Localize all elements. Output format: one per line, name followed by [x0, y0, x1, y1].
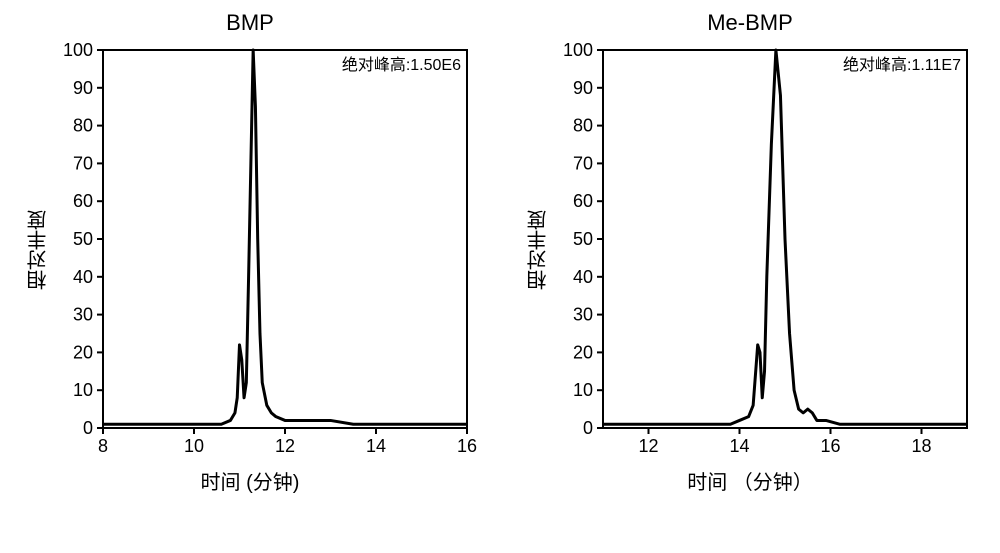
x-axis-label: 时间 （分钟） [687, 466, 813, 495]
svg-text:50: 50 [72, 229, 92, 249]
svg-text:60: 60 [572, 191, 592, 211]
svg-text:18: 18 [911, 436, 931, 456]
svg-text:50: 50 [572, 229, 592, 249]
y-axis-label: 相对丰度 [24, 210, 53, 290]
chart-container: BMP 相对丰度 0102030405060708090100810121416… [0, 0, 1000, 553]
svg-text:16: 16 [456, 436, 476, 456]
svg-text:绝对峰高:1.50E6: 绝对峰高:1.50E6 [341, 56, 460, 74]
svg-text:80: 80 [72, 116, 92, 136]
svg-text:8: 8 [97, 436, 107, 456]
panel-title: Me-BMP [707, 10, 793, 36]
svg-text:80: 80 [572, 116, 592, 136]
y-axis-label: 相对丰度 [524, 210, 553, 290]
svg-text:40: 40 [72, 267, 92, 287]
svg-text:30: 30 [572, 305, 592, 325]
svg-text:30: 30 [72, 305, 92, 325]
chart-row: 相对丰度 0 10 20 30 40 50 60 70 80 90 100 12 14 16 18 绝对峰高:… [524, 40, 977, 460]
panel-bmp: BMP 相对丰度 0 10 20 30 40 50 60 70 80 90 100 8 10 12 14 16… [24, 10, 477, 495]
svg-text:10: 10 [183, 436, 203, 456]
svg-text:70: 70 [572, 153, 592, 173]
chart-svg-bmp: 0 10 20 30 40 50 60 70 80 90 100 8 10 12 14 16 绝对峰高:1.50… [57, 40, 477, 460]
svg-text:0: 0 [582, 418, 592, 438]
svg-text:70: 70 [72, 153, 92, 173]
panel-title: BMP [226, 10, 274, 36]
svg-text:90: 90 [572, 78, 592, 98]
svg-text:14: 14 [365, 436, 385, 456]
svg-text:0: 0 [82, 418, 92, 438]
svg-text:20: 20 [72, 342, 92, 362]
x-axis-label: 时间 (分钟) [201, 466, 300, 495]
svg-text:12: 12 [274, 436, 294, 456]
svg-text:10: 10 [572, 380, 592, 400]
chart-svg-mebmp: 0 10 20 30 40 50 60 70 80 90 100 12 14 16 18 绝对峰高:1.11E… [557, 40, 977, 460]
svg-text:60: 60 [72, 191, 92, 211]
panel-mebmp: Me-BMP 相对丰度 0 10 20 30 40 50 60 70 80 90 100 12 14 16… [524, 10, 977, 495]
svg-text:100: 100 [562, 40, 592, 60]
svg-text:12: 12 [638, 436, 658, 456]
svg-text:14: 14 [729, 436, 749, 456]
svg-text:100: 100 [62, 40, 92, 60]
svg-text:40: 40 [572, 267, 592, 287]
chart-row: 相对丰度 0 10 20 30 40 50 60 70 80 90 100 8 10 12 14 16 绝对峰高… [24, 40, 477, 460]
svg-text:20: 20 [572, 342, 592, 362]
svg-text:绝对峰高:1.11E7: 绝对峰高:1.11E7 [843, 56, 961, 74]
svg-text:90: 90 [72, 78, 92, 98]
svg-text:10: 10 [72, 380, 92, 400]
svg-text:16: 16 [820, 436, 840, 456]
